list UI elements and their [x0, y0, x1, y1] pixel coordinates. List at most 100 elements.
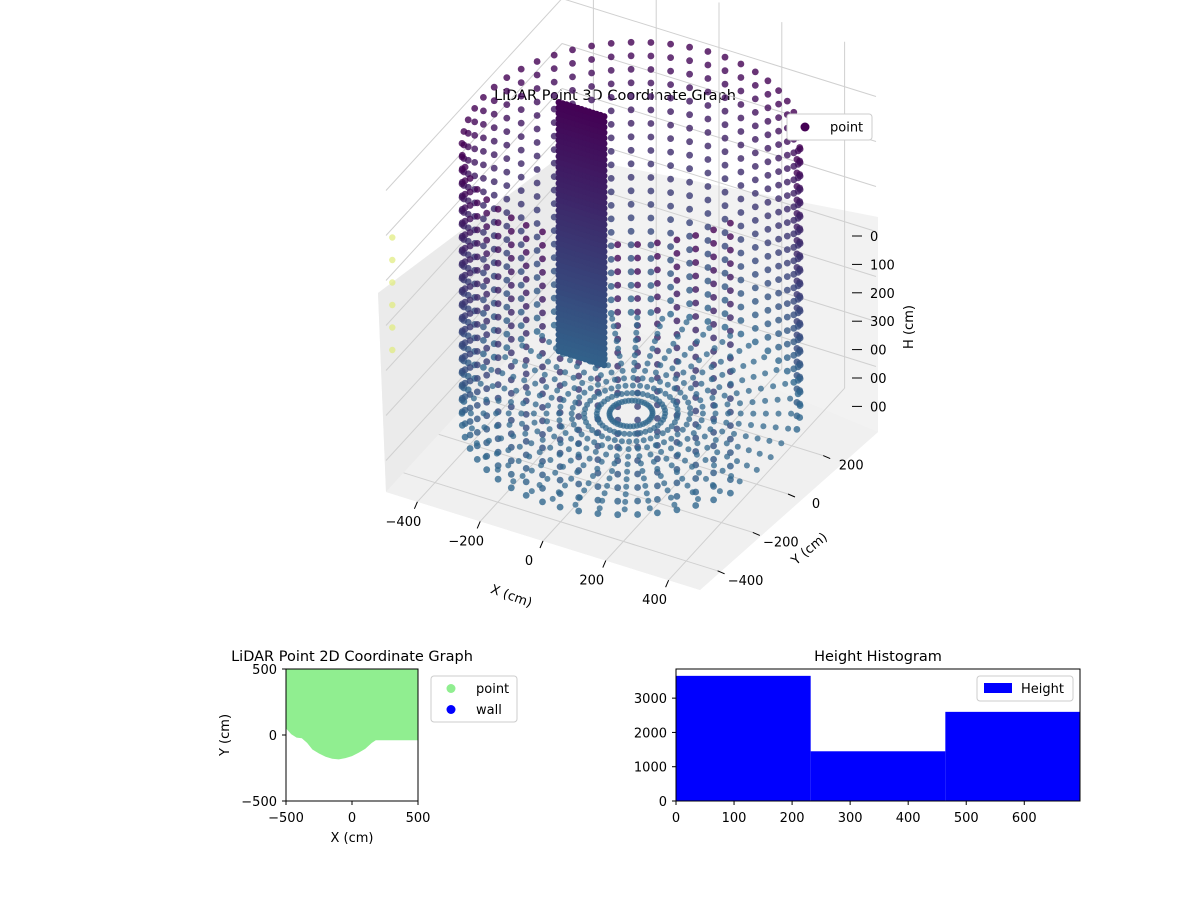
lidar-point — [539, 255, 546, 263]
floor-point — [631, 359, 638, 366]
floor-point — [532, 380, 539, 387]
wall-point — [600, 275, 608, 282]
floor-point — [615, 345, 622, 352]
floor-point — [711, 345, 718, 352]
lidar-point — [721, 161, 729, 169]
lidar-point — [556, 476, 564, 484]
lidar-point — [647, 147, 655, 154]
wall-point — [600, 318, 608, 326]
wall-point — [600, 350, 608, 358]
lidar-point — [783, 165, 791, 173]
lidar-point — [503, 263, 511, 270]
lidar-point — [751, 203, 759, 211]
lidar-point — [503, 141, 511, 149]
lidar-point — [480, 215, 487, 223]
floor-point — [483, 396, 490, 403]
lidar-point — [522, 411, 530, 418]
lidar-point — [647, 214, 655, 222]
grid-line-y — [438, 433, 753, 533]
floor-point — [681, 351, 688, 358]
floor-point — [625, 446, 632, 453]
lidar-point — [775, 114, 782, 121]
floor-point — [525, 390, 531, 397]
floor-point — [696, 357, 702, 364]
lidar-point — [790, 284, 798, 292]
floor-point — [623, 483, 630, 490]
lidar-point — [614, 254, 622, 262]
lidar-point — [790, 230, 798, 238]
floor-point — [623, 476, 630, 483]
lidar-point — [517, 227, 525, 235]
lidar-point — [533, 179, 541, 187]
lidar-point — [673, 506, 681, 514]
lidar-point — [614, 241, 622, 249]
lidar-point — [480, 269, 487, 277]
lidar-point — [483, 223, 491, 231]
floor-point — [654, 422, 661, 429]
floor-point — [650, 385, 657, 392]
plot2d-title: LiDAR Point 2D Coordinate Graph — [231, 649, 473, 665]
lidar-point — [614, 511, 622, 519]
y-tick-label-hist: 2000 — [634, 726, 667, 741]
floor-point — [633, 329, 640, 336]
lidar-point — [461, 163, 469, 171]
lidar-point — [607, 310, 615, 317]
lidar-point — [686, 57, 693, 65]
floor-point — [668, 494, 674, 501]
lidar-point — [607, 53, 615, 61]
lidar-point — [737, 87, 745, 95]
floor-point — [788, 410, 795, 417]
lidar-point — [473, 253, 481, 261]
histogram-bar — [676, 675, 811, 801]
lidar-point — [556, 368, 564, 376]
floor-point — [668, 462, 675, 469]
floor-point — [551, 376, 558, 383]
floor-point — [603, 378, 610, 385]
floor-point — [716, 384, 723, 391]
lidar-point — [627, 92, 635, 100]
floor-point — [748, 422, 754, 428]
lidar-point — [686, 178, 693, 186]
lidar-point — [533, 220, 541, 227]
floor-point — [544, 475, 551, 482]
lidar-point — [522, 492, 530, 499]
lidar-point — [692, 272, 700, 280]
lidar-point — [667, 175, 674, 183]
lidar-point — [710, 226, 717, 234]
lidar-point — [607, 67, 615, 74]
grid-line-z-left — [385, 223, 563, 416]
floor-point — [647, 435, 654, 442]
x-tick-label-3d: −400 — [386, 515, 422, 530]
lidar-point — [775, 154, 782, 162]
floor-point — [767, 454, 774, 461]
x-tick-label-3d: 0 — [525, 554, 533, 569]
floor-point — [579, 380, 586, 386]
floor-point — [572, 501, 579, 508]
floor-point — [633, 322, 640, 329]
lidar-point — [480, 296, 487, 304]
lidar-point — [790, 351, 798, 359]
lidar-point — [737, 249, 745, 257]
lidar-point — [775, 249, 782, 256]
wall-point — [600, 221, 608, 228]
lidar-point — [473, 307, 481, 315]
lidar-point — [737, 141, 745, 149]
floor-point — [685, 446, 692, 453]
floor-point — [636, 453, 643, 460]
floor-point — [551, 433, 558, 440]
x-tick-label-2d: 0 — [348, 811, 356, 826]
lidar-point — [686, 300, 693, 308]
lidar-point — [517, 200, 525, 208]
floor-point — [610, 323, 617, 330]
lidar-point — [692, 434, 700, 442]
floor-point — [736, 348, 743, 354]
lidar-point — [710, 442, 717, 450]
lidar-point — [539, 296, 546, 303]
lidar-point — [704, 102, 712, 109]
lidar-point — [783, 354, 791, 361]
histogram-bars — [676, 675, 1080, 801]
floor-point — [650, 458, 657, 465]
lidar-point — [783, 178, 791, 186]
lidar-point — [673, 425, 681, 433]
lidar-point — [775, 195, 782, 203]
